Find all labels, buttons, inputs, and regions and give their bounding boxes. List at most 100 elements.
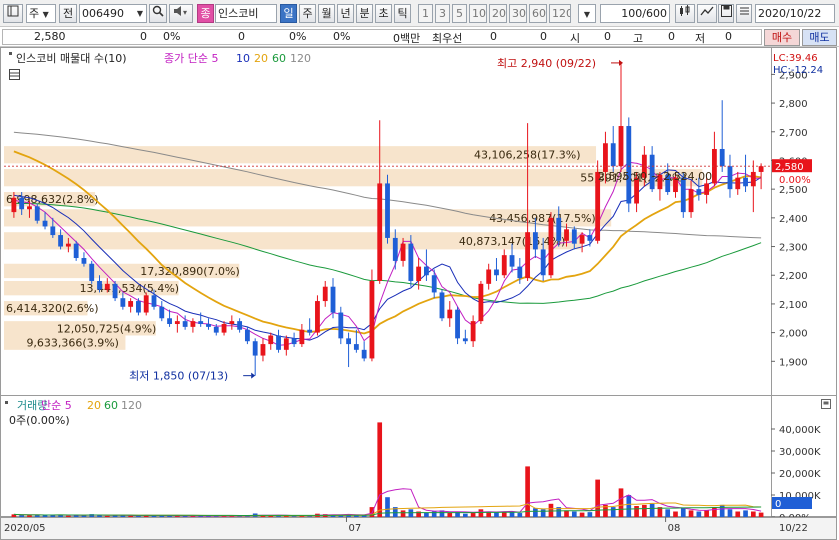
candle-body: [665, 174, 671, 193]
volume-bar: [291, 515, 297, 517]
candle-body: [517, 266, 523, 279]
period-button[interactable]: 년: [337, 4, 354, 23]
period-button[interactable]: 분: [356, 4, 373, 23]
interval-button[interactable]: 1: [418, 4, 433, 23]
date-input[interactable]: 2020/10/22: [755, 4, 835, 23]
legend-bullet-icon: [9, 52, 12, 55]
volume-bar: [680, 508, 686, 517]
volume-bar: [136, 515, 141, 517]
candle-body: [704, 183, 710, 195]
max-arrow-head-icon: [619, 59, 624, 66]
volume-bar: [501, 511, 507, 517]
period-button[interactable]: 주: [299, 4, 316, 23]
count-value: 100: [621, 7, 643, 20]
quote-open: 0: [604, 30, 611, 43]
volume-legend-item: 60: [104, 399, 118, 412]
draw-tool-button[interactable]: [697, 4, 717, 23]
volume-profile-label: 43,456,987(17.5%): [489, 212, 596, 225]
candle-body: [198, 321, 204, 325]
volume-bar: [424, 512, 429, 517]
candle-body: [58, 235, 64, 247]
price-axis-frame: [771, 47, 837, 396]
price-tick-label: 2,900: [779, 70, 808, 81]
candle-body: [229, 321, 235, 325]
volume-profile-label: 13,441,534(5.4%): [80, 282, 180, 295]
candle-body: [206, 324, 211, 327]
volume-bar: [712, 507, 717, 517]
period-button[interactable]: 월: [318, 4, 335, 23]
candle-body: [213, 326, 219, 333]
buy-button[interactable]: 매수: [764, 29, 800, 46]
price-chart[interactable]: 9,633,366(3.9%) 12,050,725(4.9%) 6,414,320…: [0, 47, 839, 540]
volume-profile-band: [4, 263, 240, 279]
legend-title: 인스코비 매물대 수(10): [16, 52, 127, 65]
date-value: 2020/10/22: [758, 7, 822, 20]
interval-button[interactable]: 20: [489, 4, 507, 23]
volume-bar: [665, 509, 671, 517]
code-input[interactable]: 006490 ▼: [79, 4, 147, 23]
candle-body: [447, 309, 453, 319]
volume-bar: [517, 513, 523, 517]
quote-change: 0: [140, 30, 147, 43]
save-icon: [721, 5, 732, 17]
interval-button[interactable]: 5: [452, 4, 467, 23]
candle-body: [727, 166, 733, 190]
settings-button[interactable]: [736, 4, 752, 23]
volume-bar: [260, 515, 266, 517]
candle-body: [283, 338, 289, 350]
interval-button[interactable]: 60: [529, 4, 547, 23]
search-button[interactable]: [149, 4, 167, 23]
chevron-down-icon: ▼: [583, 10, 591, 19]
market-select[interactable]: 주 ▼: [26, 4, 56, 23]
volume-bar: [750, 511, 756, 517]
chart-overlay: 최고 2,940 (09/22) 최저 1,850 (07/13) 2,595.50…: [0, 52, 837, 540]
candle-body: [649, 154, 655, 190]
volume-profile-band: [4, 280, 179, 296]
volume-bar: [213, 515, 219, 517]
type-button[interactable]: 전: [59, 4, 77, 23]
candle-body: [11, 197, 17, 213]
candle-body: [50, 226, 56, 236]
current-price-value: 2,580: [775, 162, 804, 173]
x-tick-label: 07: [348, 523, 361, 534]
svg-text:▾: ▾: [183, 8, 187, 17]
legend-item: 10: [236, 52, 250, 65]
chart-menu-button[interactable]: [3, 4, 23, 23]
volume-bar: [758, 512, 764, 517]
volume-legend-item: 단순 5: [41, 399, 72, 412]
panel-expand-icon-fill: [823, 401, 829, 405]
trendline-icon: [700, 6, 714, 16]
count-input[interactable]: 100/600: [600, 4, 670, 23]
interval-button[interactable]: 30: [509, 4, 527, 23]
period-button[interactable]: 틱: [394, 4, 411, 23]
volume-bar: [478, 509, 484, 517]
candle-body: [136, 301, 141, 313]
interval-button[interactable]: 120: [549, 4, 571, 23]
save-button[interactable]: [718, 4, 734, 23]
candle-body: [307, 329, 313, 333]
search-icon: [152, 5, 164, 17]
period-button[interactable]: 초: [375, 4, 392, 23]
interval-dropdown[interactable]: ▼: [578, 4, 596, 23]
ma20-line: [13, 150, 762, 335]
period-button[interactable]: 일: [280, 4, 297, 23]
code-value: 006490: [82, 7, 124, 20]
sound-button[interactable]: ▾: [169, 4, 193, 23]
volume-bar: [11, 514, 17, 517]
volume-bar: [657, 507, 663, 517]
interval-button[interactable]: 10: [469, 4, 487, 23]
price-tick-label: 2,200: [779, 271, 808, 282]
volume-bar: [579, 512, 585, 517]
menu-icon: [740, 7, 749, 15]
candle-body: [143, 295, 149, 313]
interval-button[interactable]: 3: [435, 4, 450, 23]
candle-body: [509, 255, 515, 267]
sell-button[interactable]: 매도: [802, 29, 837, 46]
legend-bullet-icon: [5, 401, 8, 404]
volume-axis-frame: [771, 395, 837, 517]
volume-bar: [642, 504, 647, 517]
indicator-button[interactable]: [675, 4, 695, 23]
price-tick-label: 2,500: [779, 185, 808, 196]
quote-volume: 0: [238, 30, 245, 43]
candle-body: [299, 329, 305, 345]
